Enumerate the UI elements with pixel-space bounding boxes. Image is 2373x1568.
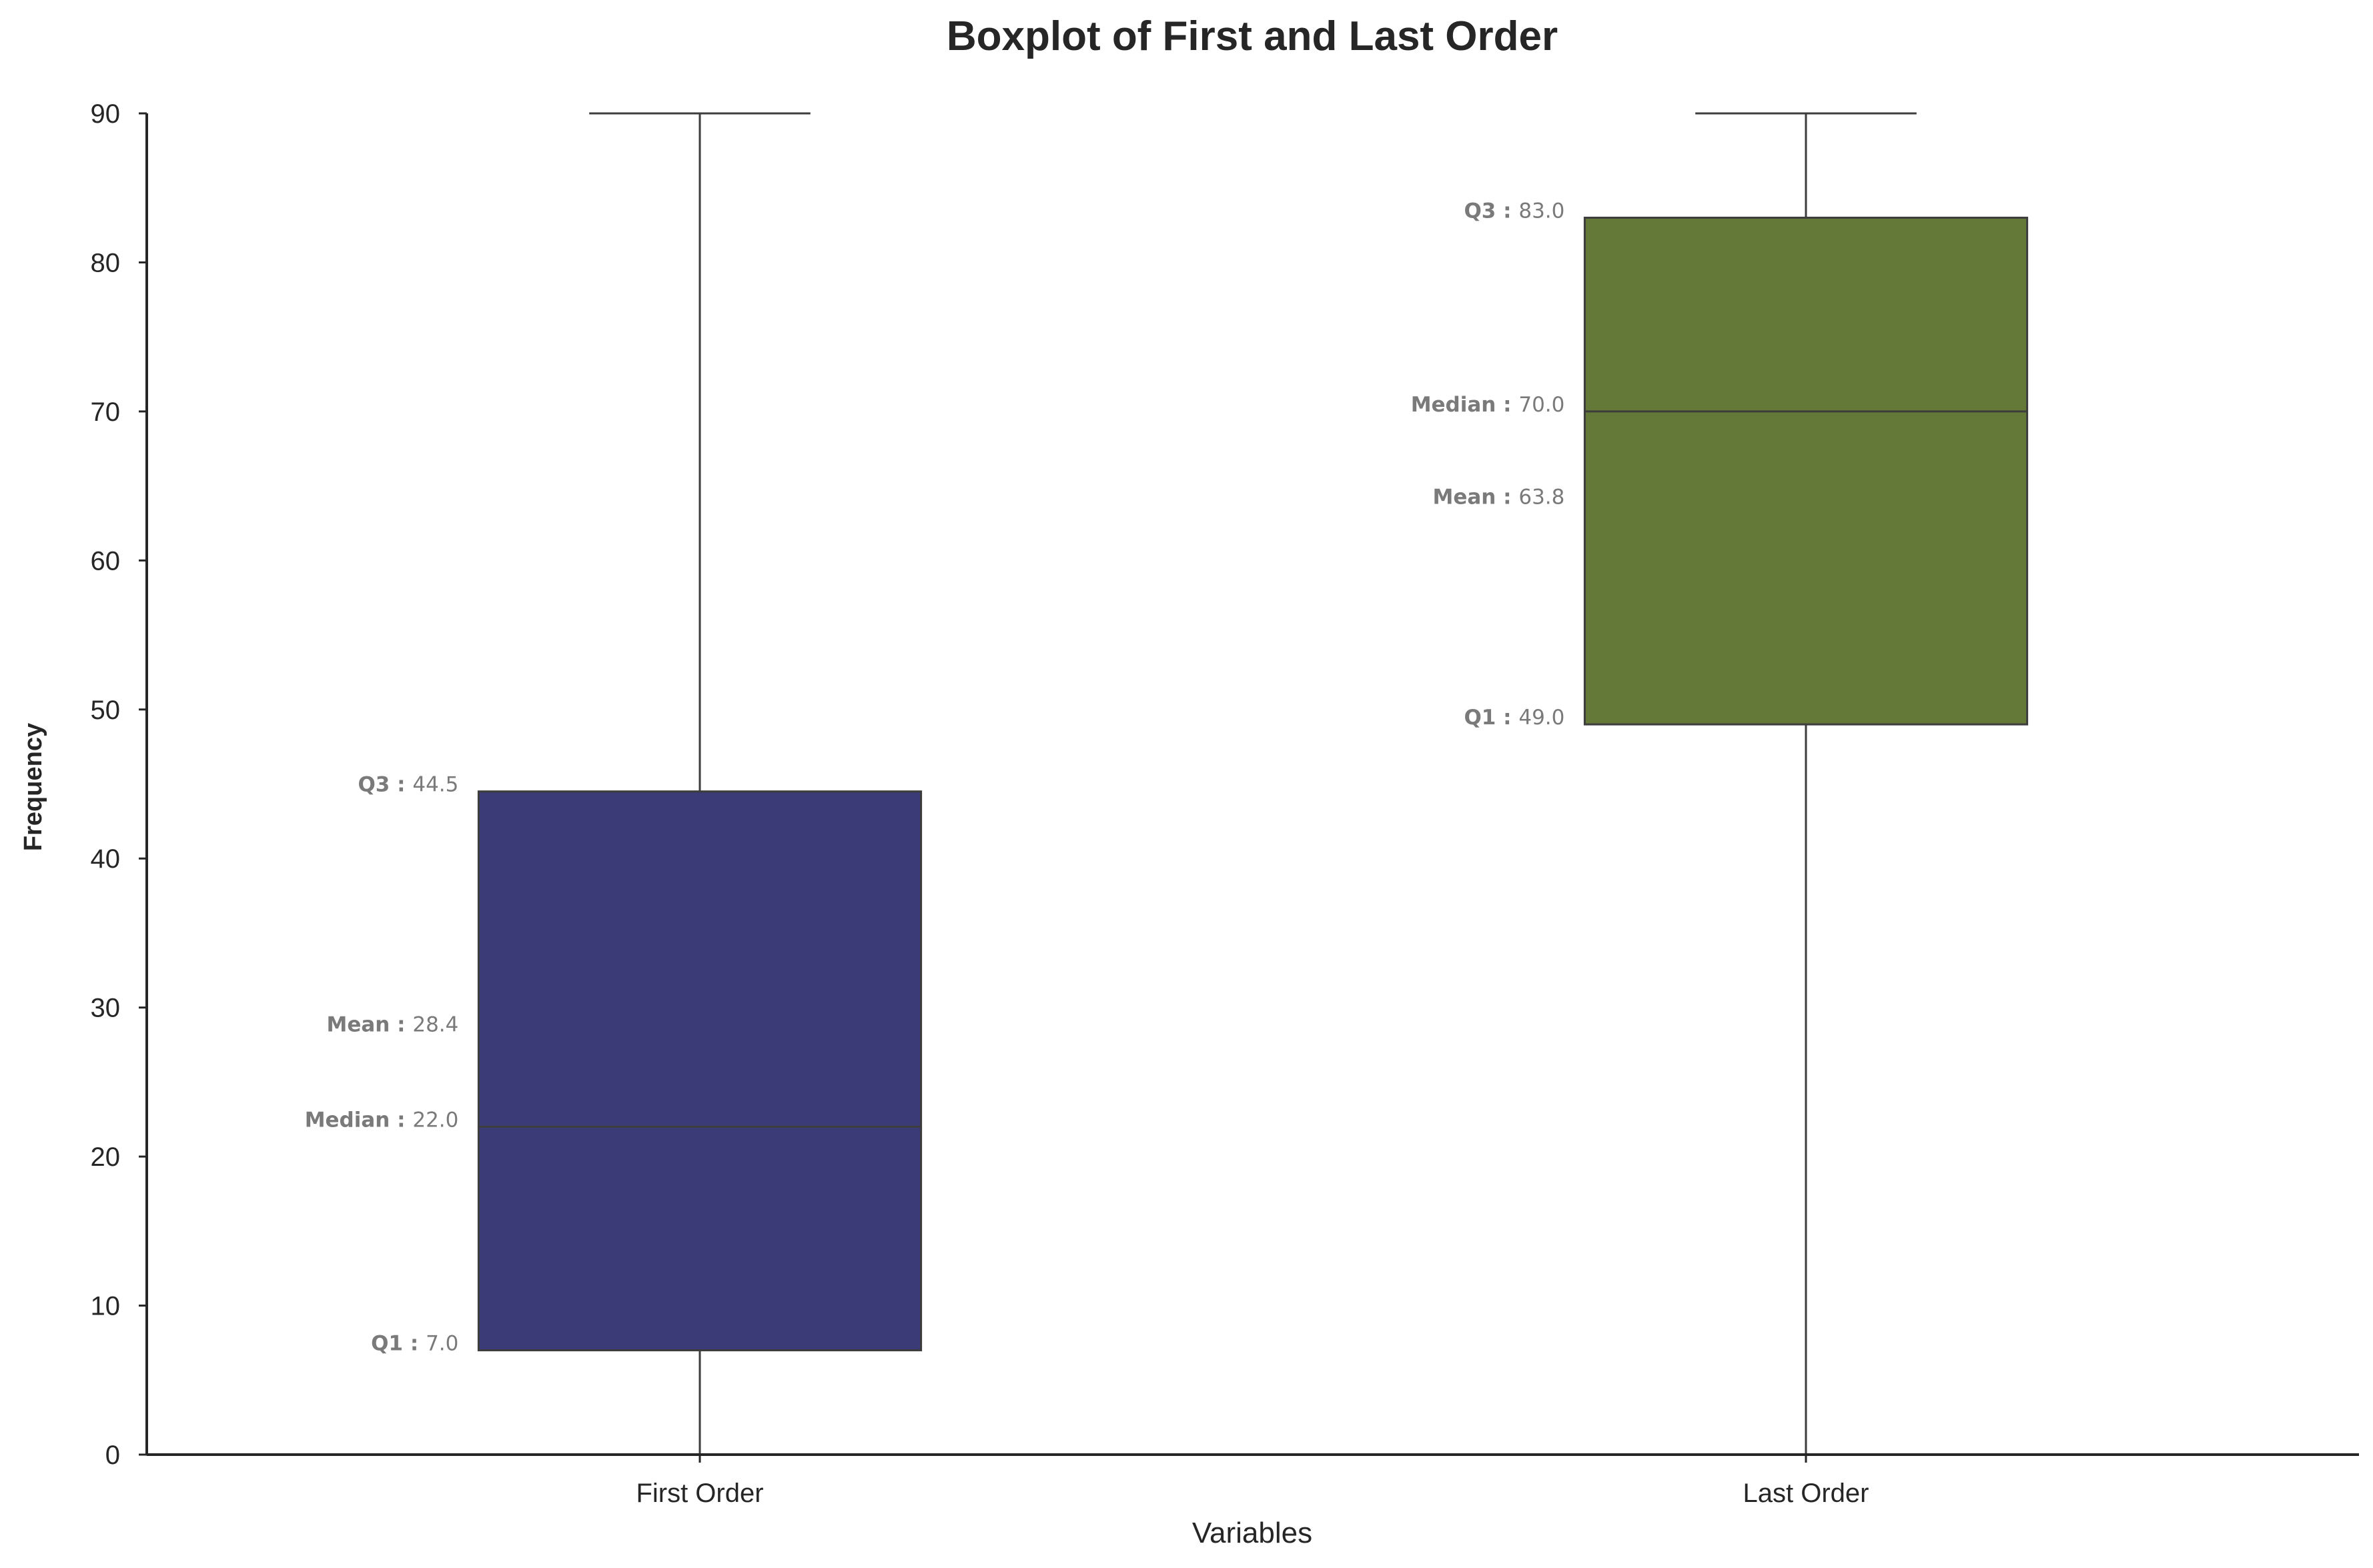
y-tick-label: 50 [91, 696, 121, 725]
y-tick-label: 40 [91, 844, 121, 874]
plot-area: Q3 : 44.5 Median : 22.0 Mean : 28.4 Q1 : 7.… [305, 112, 2029, 1455]
iqr-box [1583, 216, 2029, 726]
iqr-box [477, 790, 923, 1352]
annotation-q3: Q3 : 83.0 [1464, 199, 1564, 223]
y-tick-label: 30 [91, 994, 121, 1023]
y-tick-label: 80 [91, 248, 121, 277]
y-tick-label: 90 [91, 99, 121, 129]
box-first-order: Q3 : 44.5 Median : 22.0 Mean : 28.4 Q1 : 7.… [305, 112, 923, 1455]
y-tick-label: 60 [91, 546, 121, 576]
annotation-q1: Q1 : 7.0 [371, 1332, 458, 1356]
annotation-q3: Q3 : 44.5 [358, 773, 458, 797]
x-axis-ticks: First Order Last Order [636, 1455, 1869, 1508]
y-axis-ticks: 0 10 20 30 40 50 60 70 80 90 [91, 99, 147, 1470]
box-last-order: Q3 : 83.0 Median : 70.0 Mean : 63.8 Q1 : 49… [1411, 112, 2029, 1455]
annotation-median: Median : 70.0 [1411, 393, 1565, 417]
annotation-q1: Q1 : 49.0 [1464, 706, 1564, 730]
y-tick-label: 10 [91, 1292, 121, 1321]
y-tick-label: 70 [91, 398, 121, 427]
y-axis-label: Frequency [19, 723, 47, 851]
annotation-mean: Mean : 63.8 [1433, 485, 1565, 509]
chart-title: Boxplot of First and Last Order [947, 13, 1558, 59]
y-tick-label: 20 [91, 1142, 121, 1172]
x-tick-label: Last Order [1743, 1479, 1869, 1508]
annotation-median: Median : 22.0 [305, 1108, 459, 1132]
y-tick-label: 0 [105, 1441, 120, 1470]
x-axis-label: Variables [1192, 1517, 1312, 1549]
x-tick-label: First Order [636, 1479, 763, 1508]
annotation-mean: Mean : 28.4 [327, 1012, 459, 1036]
